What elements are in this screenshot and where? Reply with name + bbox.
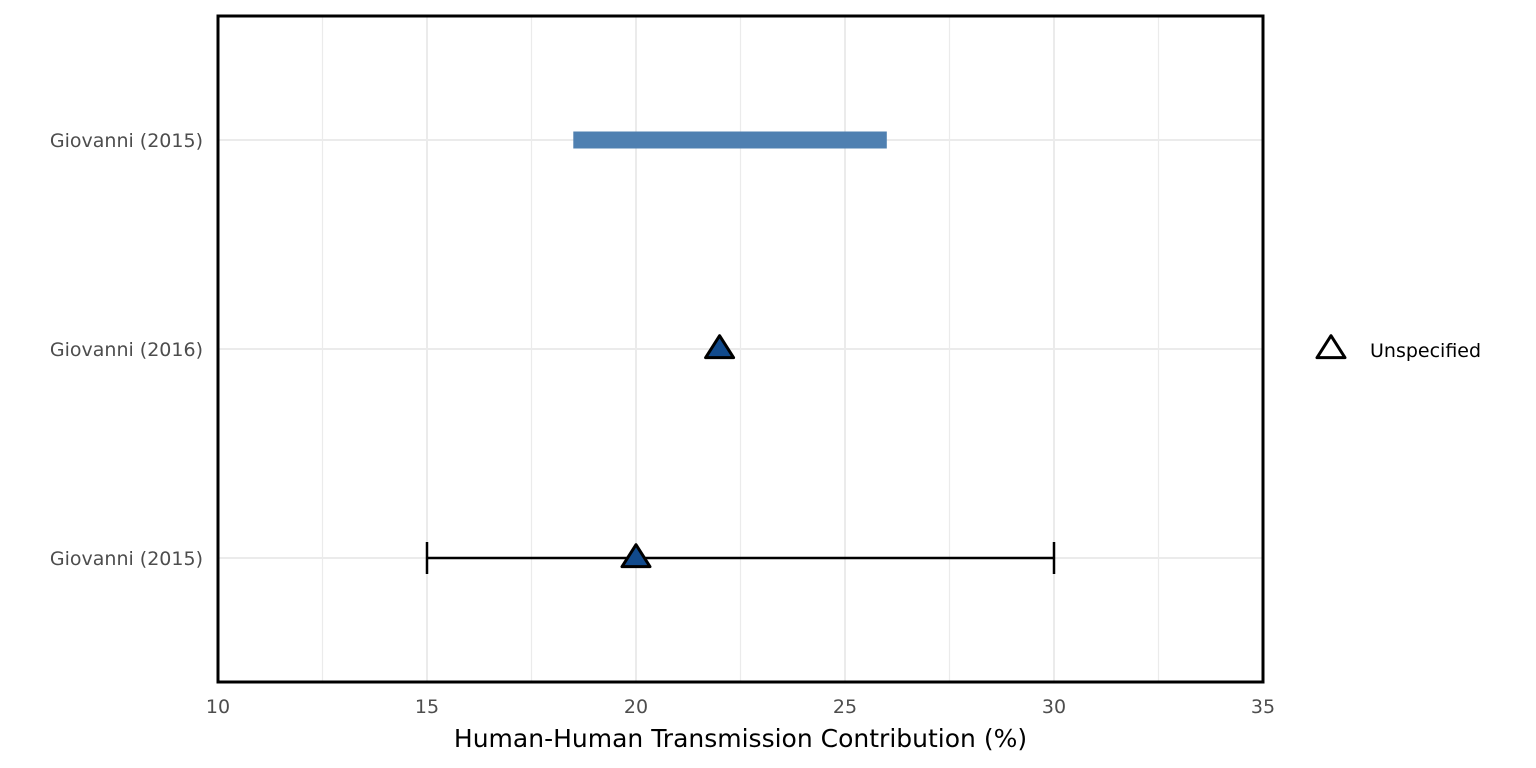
x-tick-label: 30 <box>1042 696 1066 718</box>
x-tick-label: 20 <box>624 696 648 718</box>
point-marker <box>704 334 736 360</box>
x-axis-title: Human-Human Transmission Contribution (%… <box>454 724 1027 753</box>
legend: Unspecified <box>1315 334 1481 362</box>
x-tick-label: 15 <box>415 696 439 718</box>
x-tick-label: 25 <box>833 696 857 718</box>
chart-marks <box>425 131 1056 574</box>
point-marker <box>620 543 652 569</box>
y-tick-label: Giovanni (2015) <box>50 548 203 570</box>
y-axis-tick-labels: Giovanni (2015) Giovanni (2016) Giovanni (… <box>50 130 203 570</box>
legend-label: Unspecified <box>1370 340 1481 362</box>
legend-triangle-icon <box>1315 334 1347 360</box>
grid-lines <box>218 16 1263 682</box>
x-tick-label: 10 <box>206 696 230 718</box>
x-tick-label: 35 <box>1251 696 1275 718</box>
x-axis-tick-labels: 10 15 20 25 30 35 <box>206 696 1275 718</box>
panel-border <box>216 14 1265 684</box>
y-tick-label: Giovanni (2015) <box>50 130 203 152</box>
y-tick-label: Giovanni (2016) <box>50 339 203 361</box>
